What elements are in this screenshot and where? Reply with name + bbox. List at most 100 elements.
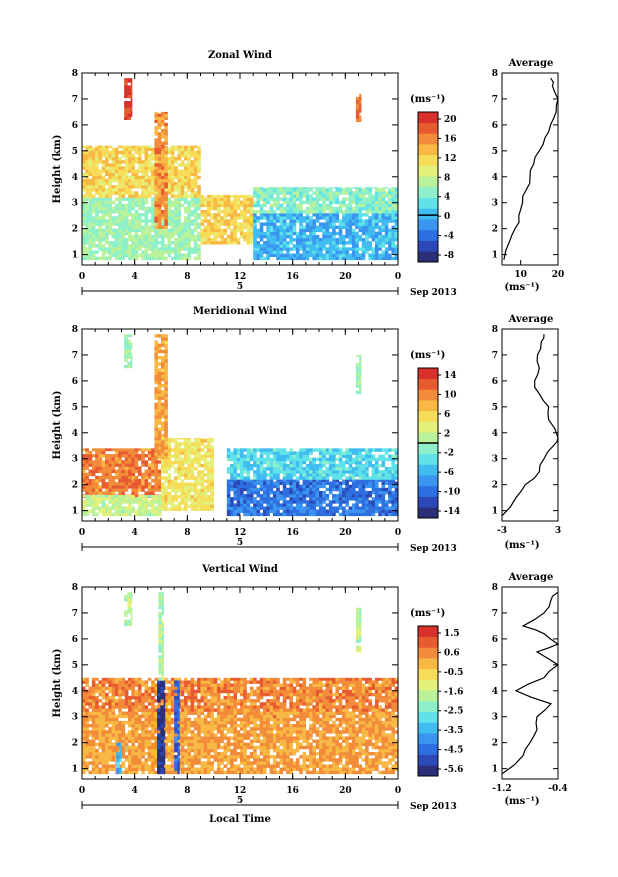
meridional-wind-cell <box>362 491 366 494</box>
meridional-wind-cell <box>128 463 132 466</box>
meridional-wind-cell <box>309 451 313 454</box>
meridional-wind-cell <box>197 495 201 498</box>
zonal-wind-cell <box>164 148 168 151</box>
zonal-wind-cell <box>326 254 330 257</box>
zonal-wind-cell <box>148 163 152 166</box>
zonal-wind-cell <box>92 201 96 204</box>
meridional-wind-cell <box>263 494 267 497</box>
meridional-wind-cell <box>85 467 89 470</box>
zonal-wind-cell <box>141 204 145 207</box>
meridional-wind-cell <box>141 510 145 513</box>
vertical-wind-cell <box>98 768 102 771</box>
meridional-wind-cell <box>355 482 359 485</box>
zonal-wind-cell <box>335 187 339 188</box>
meridional-wind-cell <box>112 454 116 457</box>
meridional-wind-cell <box>385 476 389 479</box>
zonal-wind-cell <box>151 173 155 176</box>
zonal-wind-cell <box>105 151 109 154</box>
meridional-wind-cell <box>158 488 162 491</box>
zonal-wind-cell <box>201 210 205 213</box>
meridional-wind-cell <box>296 494 300 497</box>
zonal-wind-cell <box>335 226 339 229</box>
zonal-wind-cell <box>82 241 86 244</box>
zonal-wind-cell <box>243 219 247 222</box>
zonal-wind-cell <box>138 163 142 166</box>
meridional-wind-cell <box>201 476 205 479</box>
zonal-wind-cell <box>161 185 165 188</box>
meridional-wind-cell <box>329 485 333 488</box>
zonal-wind-cell <box>247 204 251 207</box>
meridional-wind-cell <box>125 460 129 463</box>
zonal-wind-cell <box>131 179 135 182</box>
zonal-wind-cell <box>145 213 149 216</box>
meridional-wind-cell <box>128 482 132 485</box>
zonal-wind-cell <box>266 213 270 216</box>
zonal-wind-cell <box>372 238 376 241</box>
meridional-wind-cell <box>158 378 162 381</box>
meridional-wind-cell <box>85 495 89 497</box>
zonal-wind-cell <box>177 163 181 166</box>
zonal-wind-cell <box>125 226 129 229</box>
zonal-wind-cell <box>375 204 379 207</box>
zonal-wind-cell <box>299 238 303 241</box>
meridional-wind-cell <box>210 461 214 464</box>
zonal-wind-cell <box>125 238 129 241</box>
zonal-wind-cell <box>92 244 96 247</box>
zonal-wind-cell <box>128 188 132 191</box>
meridional-wind-cell <box>240 510 244 513</box>
zonal-wind-cell <box>105 188 109 191</box>
meridional-wind-cell <box>230 464 234 467</box>
meridional-wind-cell <box>201 495 205 498</box>
meridional-wind-cell <box>125 485 129 488</box>
meridional-wind-cell <box>303 455 307 458</box>
meridional-wind-cell <box>158 440 162 443</box>
zonal-wind-cell <box>138 207 142 210</box>
zonal-wind-cell <box>164 132 168 135</box>
zonal-wind-cell <box>286 188 290 191</box>
zonal-wind-cell <box>125 157 129 160</box>
zonal-wind-cell <box>197 201 201 204</box>
zonal-wind-cell <box>85 194 89 197</box>
meridional-wind-cell <box>85 510 89 513</box>
meridional-wind-cell <box>141 488 145 491</box>
meridional-wind-cell <box>250 500 254 503</box>
meridional-wind-cell <box>197 439 201 442</box>
meridional-wind-cell <box>283 458 287 461</box>
meridional-wind-cell <box>349 494 353 497</box>
meridional-wind-cell <box>141 503 145 506</box>
meridional-wind-cell <box>181 448 185 451</box>
zonal-wind-cell <box>227 219 231 222</box>
meridional-wind-colorbar-swatch <box>418 507 438 518</box>
zonal-wind-cell <box>102 219 106 222</box>
zonal-wind-cell <box>342 254 346 257</box>
meridional-wind-cell <box>309 497 313 500</box>
meridional-wind-cell <box>174 483 178 486</box>
meridional-wind-cell <box>306 510 310 513</box>
meridional-wind-cell <box>125 467 129 470</box>
zonal-wind-cell <box>131 113 133 116</box>
meridional-wind-cell <box>329 488 333 491</box>
meridional-wind-cell <box>158 495 162 497</box>
zonal-wind-cell <box>131 235 135 238</box>
zonal-wind-cell <box>82 179 86 182</box>
meridional-wind-cell <box>339 470 343 473</box>
meridional-wind-cell <box>296 497 300 500</box>
meridional-wind-cell <box>309 491 313 494</box>
zonal-wind-cell <box>260 244 264 247</box>
zonal-wind-cell <box>289 235 293 238</box>
zonal-wind-cell <box>141 148 145 151</box>
zonal-wind-cell <box>382 204 386 207</box>
meridional-wind-cell <box>118 510 122 513</box>
zonal-wind-cell <box>131 213 135 216</box>
meridional-wind-average-x-tick-label: -3 <box>497 526 507 536</box>
zonal-wind-cell <box>135 182 139 185</box>
zonal-wind-cell <box>391 232 395 235</box>
zonal-wind-cell <box>135 204 139 207</box>
meridional-wind-cell <box>375 497 379 500</box>
zonal-wind-cell <box>122 182 126 185</box>
meridional-wind-cell <box>227 494 231 497</box>
zonal-wind-cell <box>148 154 152 157</box>
zonal-wind-cell <box>230 204 234 207</box>
meridional-wind-cell <box>260 506 264 509</box>
zonal-wind-cell <box>276 194 280 197</box>
